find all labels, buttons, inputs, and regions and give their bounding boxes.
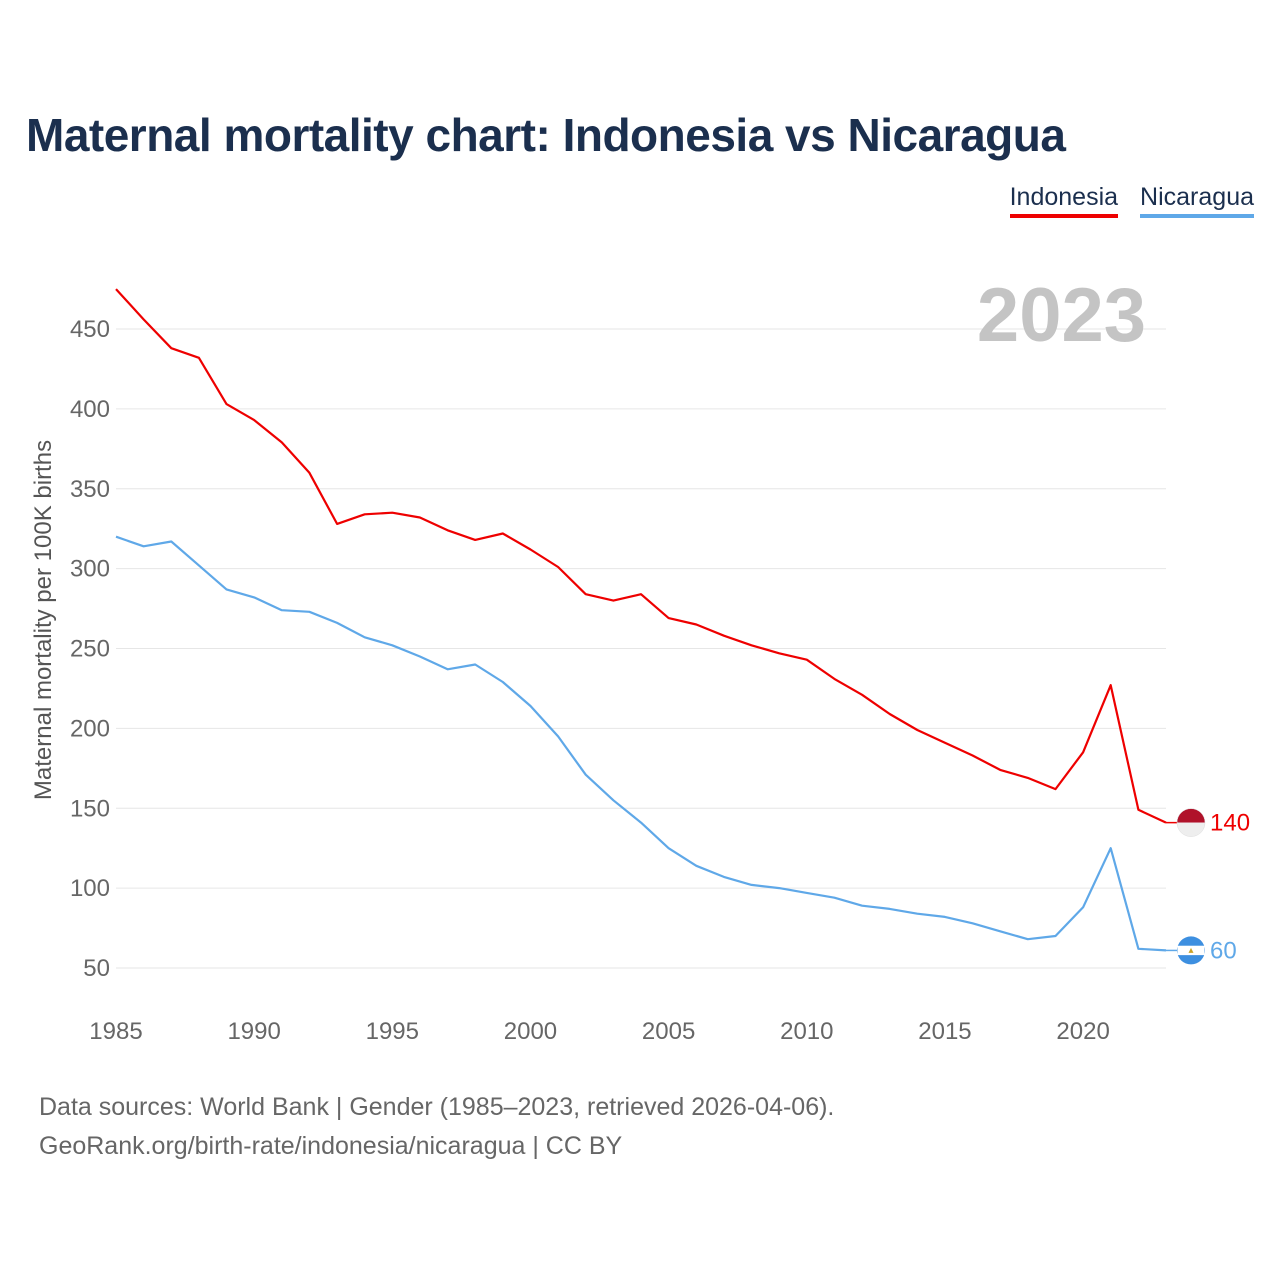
x-tick-2000: 2000: [504, 1018, 557, 1045]
source-note: Data sources: World Bank | Gender (1985–…: [39, 1088, 834, 1166]
x-tick-2010: 2010: [780, 1018, 833, 1045]
grid-lines: [116, 328, 1166, 969]
year-label: 2023: [977, 273, 1146, 358]
x-tick-2005: 2005: [642, 1018, 695, 1045]
y-tick-250: 250: [70, 636, 110, 663]
nicaragua-flag-icon: [1177, 936, 1205, 965]
legend-item-nicaragua[interactable]: Nicaragua: [1140, 183, 1254, 218]
y-axis-label: Maternal mortality per 100K births: [30, 440, 57, 800]
y-tick-100: 100: [70, 875, 110, 902]
y-tick-labels: 50 100 150 200 250 300 350 400 450: [70, 316, 110, 982]
legend-item-indonesia[interactable]: Indonesia: [1009, 183, 1119, 218]
y-tick-350: 350: [70, 476, 110, 503]
series-line-nicaragua: [115, 535, 1167, 952]
x-tick-1985: 1985: [89, 1018, 142, 1045]
x-tick-1995: 1995: [366, 1018, 419, 1045]
y-tick-200: 200: [70, 715, 110, 742]
chart-title: Maternal mortality chart: Indonesia vs N…: [26, 109, 1066, 161]
source-line-2[interactable]: GeoRank.org/birth-rate/indonesia/nicarag…: [39, 1132, 623, 1160]
y-tick-50: 50: [83, 955, 110, 982]
x-tick-1990: 1990: [227, 1018, 280, 1045]
indonesia-flag-icon: [1176, 808, 1206, 837]
source-line-1: Data sources: World Bank | Gender (1985–…: [39, 1093, 835, 1121]
legend: Indonesia Nicaragua: [1009, 183, 1254, 218]
nicaragua-end-label: 60: [1210, 937, 1237, 964]
y-tick-300: 300: [70, 556, 110, 583]
series-line-indonesia: [115, 288, 1167, 824]
x-tick-labels: 1985 1990 1995 2000 2005 2010 2015 2020: [89, 1018, 1109, 1045]
y-tick-450: 450: [70, 316, 110, 343]
indonesia-end-label: 140: [1210, 810, 1250, 837]
y-tick-400: 400: [70, 396, 110, 423]
x-tick-2015: 2015: [918, 1018, 971, 1045]
x-tick-2020: 2020: [1056, 1018, 1109, 1045]
y-tick-150: 150: [70, 795, 110, 822]
series-lines: [115, 288, 1177, 952]
